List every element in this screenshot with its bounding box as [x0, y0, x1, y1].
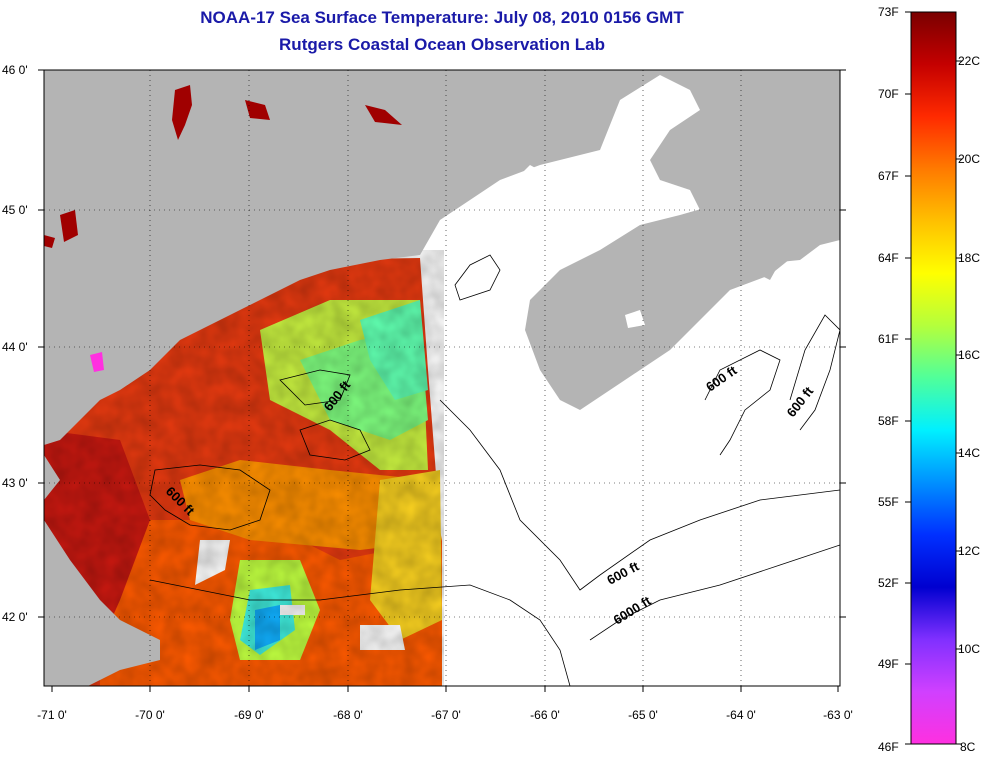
lon-label: -67 0': [431, 708, 461, 722]
colorbar-label-c: 8C: [960, 740, 976, 754]
colorbar-label-c: 18C: [958, 251, 981, 265]
map-subtitle: Rutgers Coastal Ocean Observation Lab: [279, 35, 605, 54]
colorbar-label-c: 22C: [958, 54, 981, 68]
lat-label: 46 0': [2, 63, 28, 77]
colorbar-label-f: 61F: [878, 332, 899, 346]
lon-label: -65 0': [628, 708, 658, 722]
colorbar-label-c: 16C: [958, 348, 981, 362]
colorbar-label-f: 64F: [878, 251, 899, 265]
colorbar-label-f: 67F: [878, 169, 899, 183]
land-mass: [44, 70, 840, 686]
colorbar-label-c: 14C: [958, 446, 981, 460]
lat-label: 45 0': [2, 203, 28, 217]
lon-label: -71 0': [37, 708, 67, 722]
map-title: NOAA-17 Sea Surface Temperature: July 08…: [200, 8, 684, 27]
colorbar-label-f: 73F: [878, 5, 899, 19]
sst-data-region: [44, 250, 444, 686]
colorbar-gradient: [910, 11, 957, 745]
colorbar-label-f: 58F: [878, 414, 899, 428]
colorbar-label-f: 46F: [878, 740, 899, 754]
lat-label: 42 0': [2, 610, 28, 624]
inland-lakes: [44, 85, 402, 248]
colorbar-label-f: 55F: [878, 495, 899, 509]
colorbar-label-c: 12C: [958, 544, 981, 558]
lon-label: -68 0': [333, 708, 363, 722]
lon-label: -64 0': [726, 708, 756, 722]
lat-label: 43 0': [2, 476, 28, 490]
lon-label: -70 0': [135, 708, 165, 722]
frame-ticks: [38, 69, 846, 692]
lon-label: -69 0': [234, 708, 264, 722]
lon-label: -63 0': [823, 708, 853, 722]
bathymetry-contours: [149, 254, 840, 686]
lon-label: -66 0': [530, 708, 560, 722]
colorbar-label-f: 70F: [878, 87, 899, 101]
colorbar-label-f: 49F: [878, 657, 899, 671]
pink-hotspot: [90, 352, 104, 372]
lat-label: 44 0': [2, 340, 28, 354]
colorbar-label-c: 10C: [958, 642, 981, 656]
colorbar-label-c: 20C: [958, 152, 981, 166]
colorbar-label-f: 52F: [878, 576, 899, 590]
